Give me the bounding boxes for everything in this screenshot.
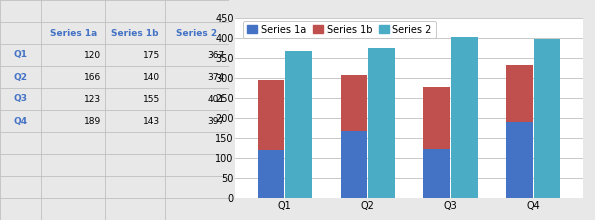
Bar [285,51,312,198]
Text: Q3: Q3 [14,95,27,103]
Text: 175: 175 [143,51,161,59]
Text: 140: 140 [143,73,161,81]
Text: Q1: Q1 [14,51,27,59]
Text: Series 1b: Series 1b [111,29,159,37]
Bar [424,86,450,149]
Legend: Series 1a, Series 1b, Series 2: Series 1a, Series 1b, Series 2 [243,21,436,38]
Bar [506,65,533,122]
Text: Series 1a: Series 1a [49,29,97,37]
Text: Q4: Q4 [14,117,28,125]
Bar [506,122,533,198]
Text: 120: 120 [84,51,101,59]
Text: Series 2: Series 2 [177,29,218,37]
Text: Q2: Q2 [14,73,27,81]
Bar [424,149,450,198]
Bar [534,39,560,198]
Text: 123: 123 [84,95,101,103]
Text: 367: 367 [207,51,224,59]
Bar [451,37,478,198]
Text: 374: 374 [208,73,224,81]
Text: 397: 397 [207,117,224,125]
Bar [258,150,284,198]
Text: 401: 401 [208,95,224,103]
Bar [340,75,367,132]
Bar [368,48,394,198]
Bar [258,80,284,150]
Bar [340,132,367,198]
Text: 143: 143 [143,117,161,125]
Text: 189: 189 [83,117,101,125]
Text: 155: 155 [143,95,161,103]
Text: 166: 166 [83,73,101,81]
